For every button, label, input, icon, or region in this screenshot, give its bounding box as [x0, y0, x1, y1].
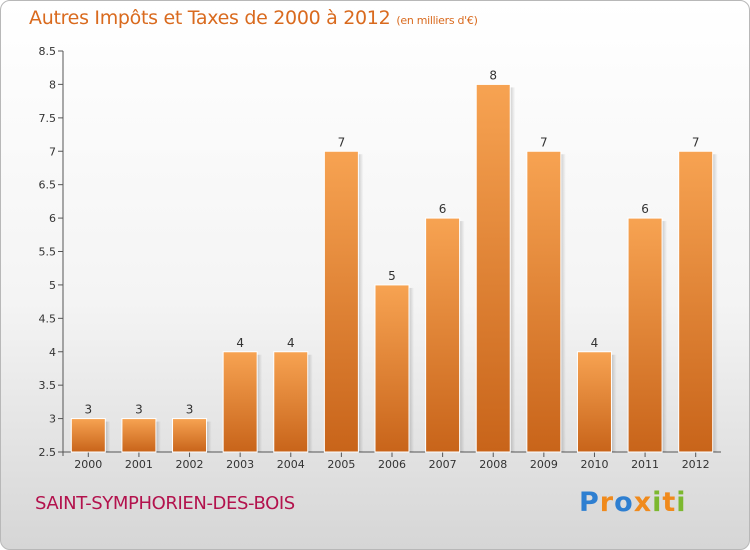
data-label: 4 [591, 336, 599, 350]
x-tick-label: 2005 [327, 458, 355, 471]
commune-name: SAINT-SYMPHORIEN-DES-BOIS [35, 493, 295, 514]
x-tick-label: 2006 [378, 458, 406, 471]
y-tick-label: 4.5 [39, 312, 57, 325]
logo-letter: x [633, 487, 653, 518]
x-tick-label: 2009 [530, 458, 558, 471]
bar-2006 [374, 284, 410, 453]
data-label: 8 [489, 68, 497, 82]
data-label: 7 [338, 135, 346, 149]
data-label: 6 [439, 202, 447, 216]
bar-shadow [358, 154, 364, 452]
data-label: 4 [236, 336, 244, 350]
proxiti-logo: Proxiti [579, 487, 687, 521]
bar-shadow [712, 154, 718, 452]
y-tick-label: 6 [49, 212, 56, 225]
bar-shadow [105, 421, 111, 452]
bar-shadow [662, 221, 668, 452]
data-label: 3 [135, 403, 143, 417]
x-tick-label: 2011 [631, 458, 659, 471]
y-tick-label: 2.5 [39, 446, 57, 459]
bar-2010 [576, 351, 612, 453]
y-tick-label: 4 [49, 346, 56, 359]
logo-letter: i [652, 487, 663, 518]
y-tick-label: 8.5 [39, 45, 57, 58]
x-tick-label: 2012 [682, 458, 710, 471]
logo-letter: o [614, 487, 634, 518]
y-tick-label: 7 [49, 145, 56, 158]
data-label: 3 [84, 403, 92, 417]
x-tick-label: 2010 [580, 458, 608, 471]
bar-shadow [206, 421, 212, 452]
bar-2012 [678, 150, 714, 453]
y-tick-label: 6.5 [39, 179, 57, 192]
bar-2011 [627, 217, 663, 453]
x-tick-label: 2007 [429, 458, 457, 471]
chart-title-text: Autres Impôts et Taxes de 2000 à 2012 [29, 7, 391, 29]
data-label: 4 [287, 336, 295, 350]
y-tick-label: 7.5 [39, 112, 57, 125]
logo-letter: t [662, 487, 677, 518]
y-tick-label: 5.5 [39, 246, 57, 259]
bar-shadow [307, 354, 313, 452]
chart-title: Autres Impôts et Taxes de 2000 à 2012 (en… [29, 7, 478, 29]
x-tick-label: 2001 [125, 458, 153, 471]
y-tick-label: 8 [49, 78, 56, 91]
y-tick-label: 5 [49, 279, 56, 292]
bar-shadow [560, 154, 566, 452]
bar-2002 [172, 418, 208, 453]
y-tick-label: 3.5 [39, 379, 57, 392]
logo-letter: P [579, 487, 600, 518]
y-tick-label: 3 [49, 413, 56, 426]
x-tick-label: 2002 [176, 458, 204, 471]
chart-data-labels: 3 3 3 4 4 7 5 6 8 7 4 6 7 [84, 68, 699, 416]
bar-2009 [526, 150, 562, 453]
data-label: 5 [388, 269, 396, 283]
data-label: 7 [692, 135, 700, 149]
bar-2001 [121, 418, 157, 453]
logo-letter: r [599, 487, 615, 518]
bar-2005 [323, 150, 359, 453]
x-tick-label: 2003 [226, 458, 254, 471]
bar-shadow [409, 287, 414, 452]
chart-subtitle: (en milliers d'€) [396, 14, 478, 27]
x-tick-label: 2008 [479, 458, 507, 471]
bar-shadow [611, 354, 617, 452]
bar-2000 [70, 418, 106, 453]
x-tick-label: 2000 [74, 458, 102, 471]
chart-bars [70, 83, 718, 453]
bar-shadow [510, 87, 516, 453]
bar-2003 [222, 351, 258, 453]
logo-letter: i [676, 487, 687, 518]
bar-2007 [425, 217, 461, 453]
bar-shadow [257, 354, 263, 452]
bar-2008 [475, 83, 511, 453]
bar-shadow [155, 421, 161, 452]
bar-shadow [459, 221, 465, 452]
x-tick-label: 2004 [277, 458, 305, 471]
data-label: 7 [540, 135, 548, 149]
data-label: 3 [186, 403, 194, 417]
data-label: 6 [641, 202, 649, 216]
bar-2004 [273, 351, 309, 453]
